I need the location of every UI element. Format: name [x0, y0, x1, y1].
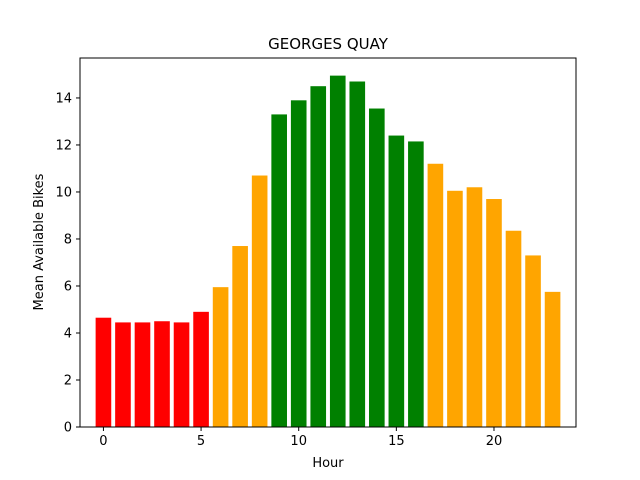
bars-group: [95, 75, 561, 427]
bar-hour-20: [486, 199, 502, 427]
bar-hour-3: [154, 321, 170, 427]
bar-hour-0: [95, 317, 112, 427]
x-tick-label: 15: [388, 434, 405, 449]
bar-hour-10: [290, 100, 307, 427]
bar-hour-16: [408, 141, 424, 427]
bar-hour-8: [251, 175, 268, 427]
bar-hour-14: [369, 108, 385, 427]
y-tick-label: 0: [64, 421, 72, 436]
x-tick-label: 5: [197, 434, 205, 449]
x-axis-ticks: 0 5 10 15 20: [99, 427, 502, 449]
bar-hour-23: [544, 291, 561, 427]
y-tick-label: 12: [55, 138, 72, 153]
bar-hour-15: [388, 135, 405, 427]
bar-hour-4: [173, 322, 190, 427]
y-axis-ticks: 0 2 4 6 8 10 12 14: [55, 91, 80, 436]
bar-hour-12: [329, 75, 346, 427]
x-tick-label: 0: [99, 434, 107, 449]
y-tick-label: 6: [64, 279, 72, 294]
bar-hour-22: [525, 255, 541, 427]
bar-hour-9: [271, 114, 287, 427]
bar-hour-11: [310, 86, 327, 427]
bar-hour-19: [466, 187, 483, 427]
y-tick-label: 10: [55, 185, 72, 200]
bar-hour-13: [349, 81, 366, 427]
y-tick-label: 2: [64, 373, 72, 388]
bar-hour-7: [232, 246, 248, 427]
y-tick-label: 8: [64, 232, 72, 247]
y-axis-label: Mean Available Bikes: [32, 173, 47, 310]
y-tick-label: 4: [64, 326, 72, 341]
bar-hour-17: [427, 163, 444, 427]
bar-hour-5: [193, 311, 209, 427]
y-tick-label: 14: [55, 91, 72, 106]
bar-hour-1: [115, 322, 131, 427]
chart-title: GEORGES QUAY: [268, 35, 389, 53]
plot-frame: [79, 57, 577, 428]
x-axis-label: Hour: [312, 456, 344, 471]
bar-hour-21: [505, 230, 522, 427]
bar-hour-2: [134, 322, 151, 427]
x-tick-label: 10: [290, 434, 307, 449]
x-tick-label: 20: [486, 434, 503, 449]
bar-hour-18: [447, 190, 463, 427]
bar-hour-6: [212, 287, 229, 427]
